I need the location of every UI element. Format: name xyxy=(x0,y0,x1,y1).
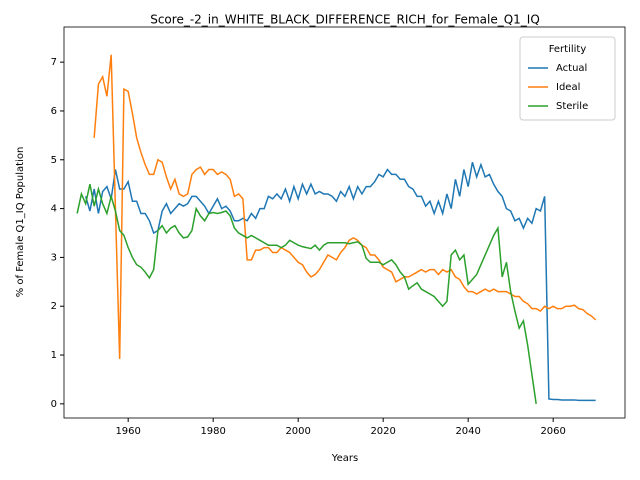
y-tick-label: 6 xyxy=(51,106,57,117)
x-tick-label: 1960 xyxy=(115,426,140,437)
y-axis-label: % of Female Q1_IQ Population xyxy=(15,147,26,298)
x-tick-label: 2040 xyxy=(455,426,480,437)
legend-label: Actual xyxy=(556,63,587,74)
legend-title: Fertility xyxy=(549,44,587,55)
plot-frame xyxy=(63,26,626,419)
x-axis-label: Years xyxy=(331,453,358,464)
series-line xyxy=(84,162,596,402)
series-line xyxy=(76,184,537,404)
y-tick-label: 2 xyxy=(51,301,57,312)
x-tick-label: 2060 xyxy=(540,426,565,437)
y-tick-label: 4 xyxy=(51,204,57,215)
x-tick-label: 1980 xyxy=(200,426,225,437)
x-tick-label: 2020 xyxy=(370,426,395,437)
y-tick-label: 3 xyxy=(51,252,57,263)
y-tick-label: 1 xyxy=(51,350,57,361)
chart-title: Score_-2_in_WHITE_BLACK_DIFFERENCE_RICH_… xyxy=(150,13,540,27)
y-tick-label: 0 xyxy=(51,399,57,410)
x-tick-label: 2000 xyxy=(285,426,310,437)
y-tick-label: 7 xyxy=(51,57,57,68)
legend-box xyxy=(519,36,616,121)
y-tick-label: 5 xyxy=(51,155,57,166)
legend-label: Ideal xyxy=(556,82,580,93)
legend-label: Sterile xyxy=(556,101,588,112)
